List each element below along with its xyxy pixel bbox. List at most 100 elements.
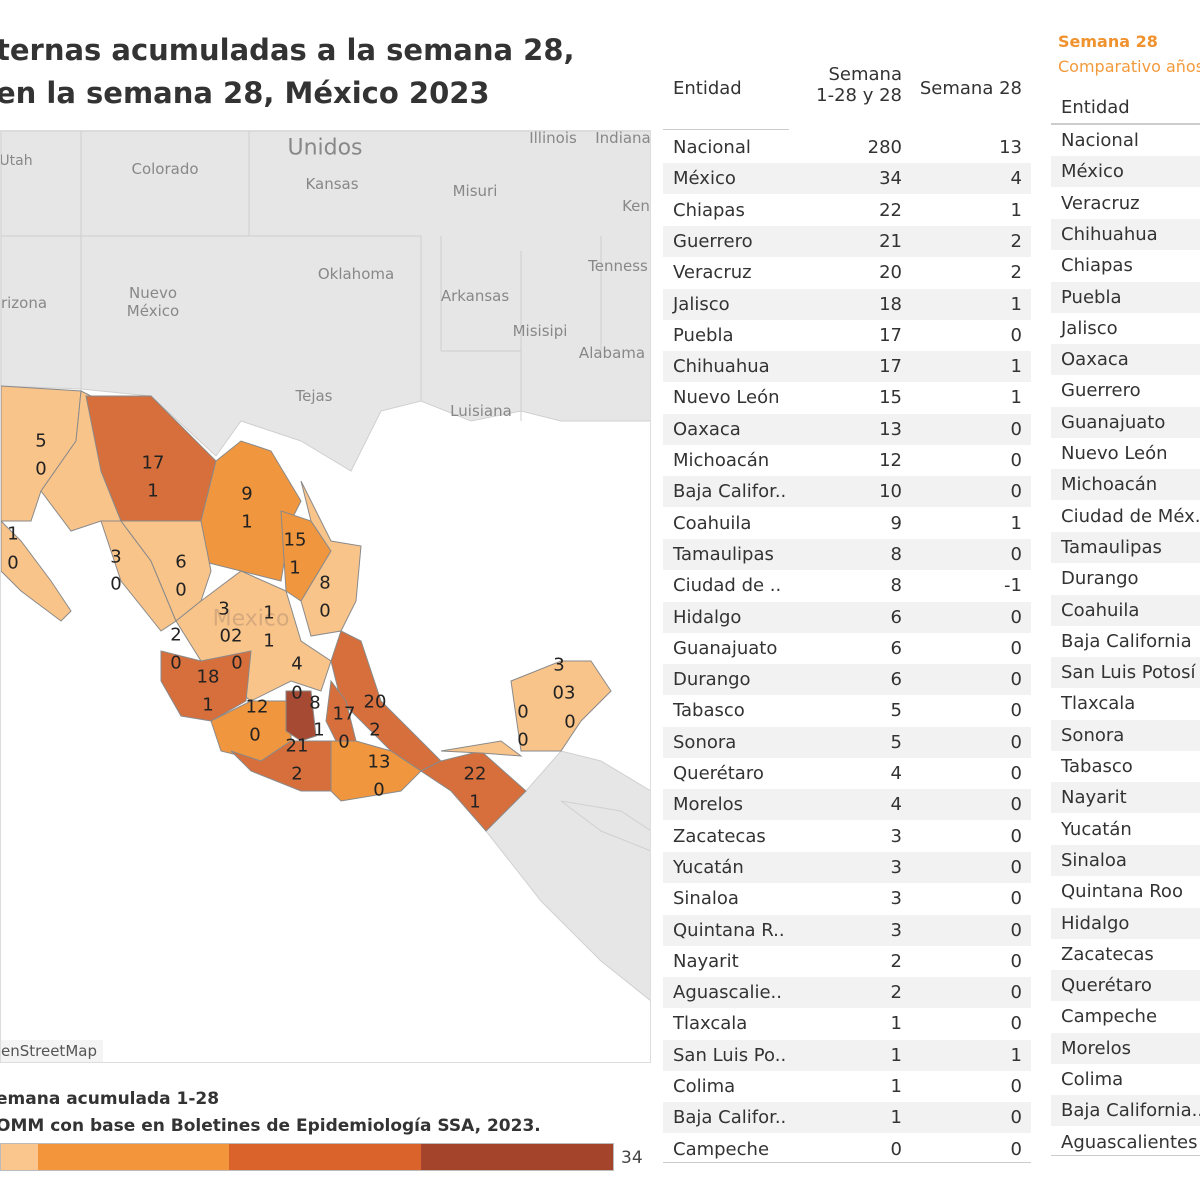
table-row[interactable]: Baja Califor.. 10 0 <box>663 476 1031 508</box>
legend-step-4 <box>420 1144 613 1170</box>
cell-cumulative: 4 <box>890 763 902 784</box>
table-row[interactable]: Aguascalie.. 2 0 <box>663 977 1031 1009</box>
cell-week28: 0 <box>1010 888 1022 910</box>
state-value-label: 4 <box>291 653 303 675</box>
table-row[interactable]: Ciudad de Méx.. <box>1061 505 1200 527</box>
table-row[interactable]: Chihuahua 17 1 <box>663 351 1031 383</box>
table-row[interactable]: Nacional 280 13 <box>663 132 1031 163</box>
table-row[interactable]: Hidalgo <box>1051 907 1200 939</box>
table-row[interactable]: Michoacán <box>1051 469 1200 501</box>
table-row[interactable]: Veracruz 20 2 <box>663 257 1031 288</box>
cell-entidad: Guanajuato <box>673 637 778 659</box>
table-row[interactable]: Campeche <box>1061 1006 1158 1028</box>
table-row[interactable]: Sinaloa <box>1051 844 1200 876</box>
table-row[interactable]: Veracruz <box>1061 192 1140 214</box>
table-row[interactable]: México 34 4 <box>663 163 1031 195</box>
table-row[interactable]: San Luis Po.. 1 1 <box>663 1039 1031 1071</box>
table-row[interactable]: Nayarit <box>1051 782 1200 814</box>
state-value-label: 02 <box>219 625 243 647</box>
table-row[interactable]: Durango 6 0 <box>663 664 1031 696</box>
table-row[interactable]: Nuevo León 15 1 <box>663 382 1031 413</box>
table-row[interactable]: Baja Califor.. 1 0 <box>663 1102 1031 1134</box>
state-value-label: 03 <box>552 682 576 704</box>
cell-cumulative: 3 <box>890 888 902 910</box>
cell-cumulative: 12 <box>879 450 902 471</box>
table-row[interactable]: Quintana R.. 3 0 <box>663 914 1031 946</box>
table-row[interactable]: Michoacán 12 0 <box>663 445 1031 476</box>
cell-week28: 0 <box>1010 1107 1022 1129</box>
cell-week28: 0 <box>1010 825 1022 847</box>
cell-entidad: Aguascalie.. <box>673 982 783 1004</box>
table-row[interactable]: Hidalgo 6 0 <box>663 601 1031 633</box>
cell-entidad: Chihuahua <box>673 356 770 378</box>
table-row[interactable]: Zacatecas 3 0 <box>663 821 1031 852</box>
table-row[interactable]: Oaxaca <box>1051 344 1200 376</box>
state-value-label: 21 <box>285 735 309 757</box>
table-row[interactable]: Tlaxcala 1 0 <box>663 1008 1031 1039</box>
col-header-cumulative[interactable]: Semana 1-28 y 28 <box>816 64 902 106</box>
table-row[interactable]: San Luis Potosí <box>1051 657 1200 689</box>
table-row[interactable]: Guerrero 21 2 <box>663 225 1031 257</box>
legend-step-3 <box>228 1144 421 1170</box>
map-shapes <box>1 131 650 1001</box>
table-row[interactable]: Baja California.. <box>1051 1095 1200 1127</box>
table-row[interactable]: Coahuila <box>1051 594 1200 626</box>
table-row[interactable]: Tabasco <box>1061 756 1133 777</box>
table-row[interactable]: Coahuila 9 1 <box>663 508 1031 539</box>
place-label: Kansas <box>305 175 359 193</box>
table-row[interactable]: Guerrero <box>1061 380 1141 402</box>
table-row[interactable]: Guanajuato <box>1051 406 1200 438</box>
table-row[interactable]: Jalisco <box>1061 317 1118 339</box>
state-value-label: 0 <box>373 779 385 801</box>
table-row[interactable]: Chiapas 22 1 <box>663 195 1031 226</box>
cell-cumulative: 8 <box>890 543 902 565</box>
table-row[interactable]: Aguascalientes <box>1061 1131 1198 1153</box>
table-row[interactable]: Yucatán 3 0 <box>663 851 1031 883</box>
state-value-label: 15 <box>283 529 307 551</box>
state-value-label: 8 <box>309 692 321 714</box>
table-row[interactable]: Morelos <box>1051 1032 1200 1064</box>
col-header-week28[interactable]: Semana 28 <box>919 78 1022 99</box>
table-row[interactable]: Guanajuato 6 0 <box>663 633 1031 664</box>
cell-week28: 0 <box>1010 1076 1022 1097</box>
place-label: Misuri <box>452 182 498 200</box>
table-row[interactable]: Puebla 17 0 <box>663 320 1031 351</box>
table-row[interactable]: Nayarit 2 0 <box>663 946 1031 977</box>
table-row[interactable]: Sonora <box>1051 719 1200 751</box>
table-row[interactable]: Sonora 5 0 <box>663 726 1031 758</box>
table-row[interactable]: Colima <box>1061 1069 1124 1090</box>
table-row[interactable]: Puebla <box>1051 281 1200 313</box>
table-row[interactable]: Colima 1 0 <box>663 1071 1031 1102</box>
table-row[interactable]: Campeche 0 0 <box>663 1134 1031 1165</box>
table-row[interactable]: Ciudad de .. 8 -1 <box>663 570 1031 601</box>
table-row[interactable]: Quintana Roo <box>1061 881 1183 903</box>
table-row[interactable]: Tabasco 5 0 <box>663 695 1031 726</box>
table-row[interactable]: Yucatán <box>1061 818 1132 840</box>
choropleth-map[interactable]: Utah Colorado Unidos Kansas Misuri Illinois In… <box>0 130 651 1063</box>
cell-week28: 0 <box>1010 481 1022 503</box>
table-row[interactable]: Chiapas <box>1061 255 1133 277</box>
table-row[interactable]: Baja California <box>1061 630 1192 652</box>
table-row[interactable]: México <box>1051 156 1200 188</box>
table-row[interactable]: Morelos 4 0 <box>663 789 1031 821</box>
state-value-label: 22 <box>463 763 487 785</box>
col-header-entidad[interactable]: Entidad <box>673 78 742 99</box>
table-row[interactable]: Chihuahua <box>1051 218 1200 250</box>
table-row[interactable]: Durango <box>1061 568 1139 590</box>
cell-week28: 0 <box>1010 669 1022 691</box>
cell-week28: 0 <box>1010 418 1022 440</box>
state-value-label: 0 <box>231 652 243 674</box>
table-row[interactable]: Querétaro 4 0 <box>663 758 1031 789</box>
table-row[interactable]: Tamaulipas 8 0 <box>663 538 1031 570</box>
table-row[interactable]: Tlaxcala <box>1061 693 1136 715</box>
table-row[interactable]: Nuevo León <box>1061 443 1168 464</box>
table-row[interactable]: Sinaloa 3 0 <box>663 883 1031 914</box>
table-row[interactable]: Zacatecas <box>1061 943 1154 965</box>
col-header-entidad-2[interactable]: Entidad <box>1061 97 1130 118</box>
map-attribution[interactable]: enStreetMap <box>1 1040 103 1062</box>
table-row[interactable]: Jalisco 18 1 <box>663 288 1031 320</box>
table-row[interactable]: Oaxaca 13 0 <box>663 413 1031 445</box>
table-row[interactable]: Tamaulipas <box>1051 531 1200 563</box>
table-row[interactable]: Nacional <box>1061 130 1139 151</box>
table-row[interactable]: Querétaro <box>1051 970 1200 1002</box>
